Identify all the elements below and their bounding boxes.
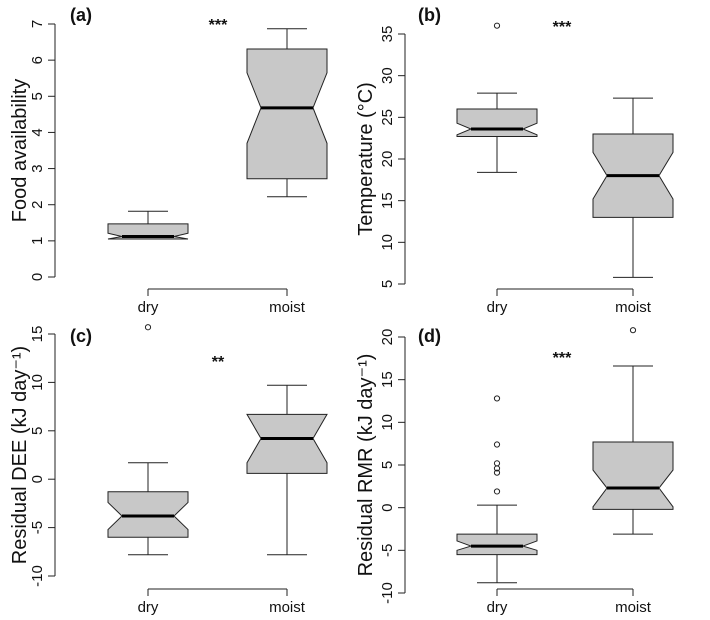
y-tick-label: 5	[29, 92, 46, 100]
significance-marker: **	[212, 354, 225, 371]
y-tick-label: 10	[29, 374, 46, 391]
y-tick-label: 10	[379, 234, 396, 251]
y-tick-label: 15	[379, 192, 396, 209]
y-tick-label: 10	[379, 414, 396, 431]
y-tick-label: 6	[29, 56, 46, 64]
panel-label: (b)	[418, 5, 441, 25]
box-moist	[246, 48, 328, 180]
y-axis-label: Residual RMR (kJ day⁻¹)	[355, 354, 377, 577]
box-dry	[456, 108, 538, 137]
y-tick-label: 7	[29, 20, 46, 28]
y-tick-label: 0	[29, 273, 46, 281]
outlier-point	[144, 324, 152, 331]
x-category-label: moist	[615, 599, 652, 616]
y-tick-label: 5	[379, 280, 396, 288]
panel-label: (a)	[70, 5, 92, 25]
y-tick-label: 15	[29, 326, 46, 343]
y-tick-label: 5	[29, 427, 46, 435]
significance-marker: ***	[553, 350, 572, 367]
outlier-point	[629, 327, 637, 334]
y-axis-label: Residual DEE (kJ day⁻¹)	[9, 346, 31, 564]
significance-marker: ***	[209, 17, 228, 34]
y-tick-label: 15	[379, 371, 396, 388]
outlier-point	[493, 395, 501, 402]
box-moist	[592, 441, 674, 510]
y-tick-label: 20	[379, 329, 396, 346]
y-tick-label: -10	[379, 582, 396, 604]
significance-marker: ***	[553, 19, 572, 36]
panel-label: (c)	[70, 326, 92, 346]
y-tick-label: 1	[29, 237, 46, 245]
outlier-point	[493, 460, 501, 467]
y-tick-label: 4	[29, 128, 46, 136]
x-category-label: dry	[487, 299, 508, 316]
x-category-label: dry	[138, 299, 159, 316]
y-tick-label: 0	[379, 503, 396, 511]
y-axis-label: Food availability	[9, 79, 31, 222]
x-category-label: moist	[269, 299, 306, 316]
panel-label: (d)	[418, 326, 441, 346]
y-tick-label: -5	[29, 521, 46, 534]
x-category-label: dry	[487, 599, 508, 616]
box-moist	[246, 413, 328, 474]
y-axis-label: Temperature (°C)	[355, 82, 377, 236]
x-category-label: moist	[615, 299, 652, 316]
outlier-point	[493, 488, 501, 495]
box-dry	[456, 533, 538, 556]
outlier-point	[493, 441, 501, 448]
y-tick-label: 5	[379, 461, 396, 469]
y-tick-label: 30	[379, 67, 396, 84]
y-tick-label: 2	[29, 201, 46, 209]
y-tick-label: -5	[379, 544, 396, 557]
x-category-label: moist	[269, 599, 306, 616]
y-tick-label: 3	[29, 164, 46, 172]
outlier-point	[493, 22, 501, 29]
outlier-point	[493, 469, 501, 476]
x-category-label: dry	[138, 599, 159, 616]
y-tick-label: 20	[379, 151, 396, 168]
y-tick-label: -10	[29, 565, 46, 587]
y-tick-label: 0	[29, 475, 46, 483]
y-tick-label: 25	[379, 109, 396, 126]
y-tick-label: 35	[379, 26, 396, 43]
